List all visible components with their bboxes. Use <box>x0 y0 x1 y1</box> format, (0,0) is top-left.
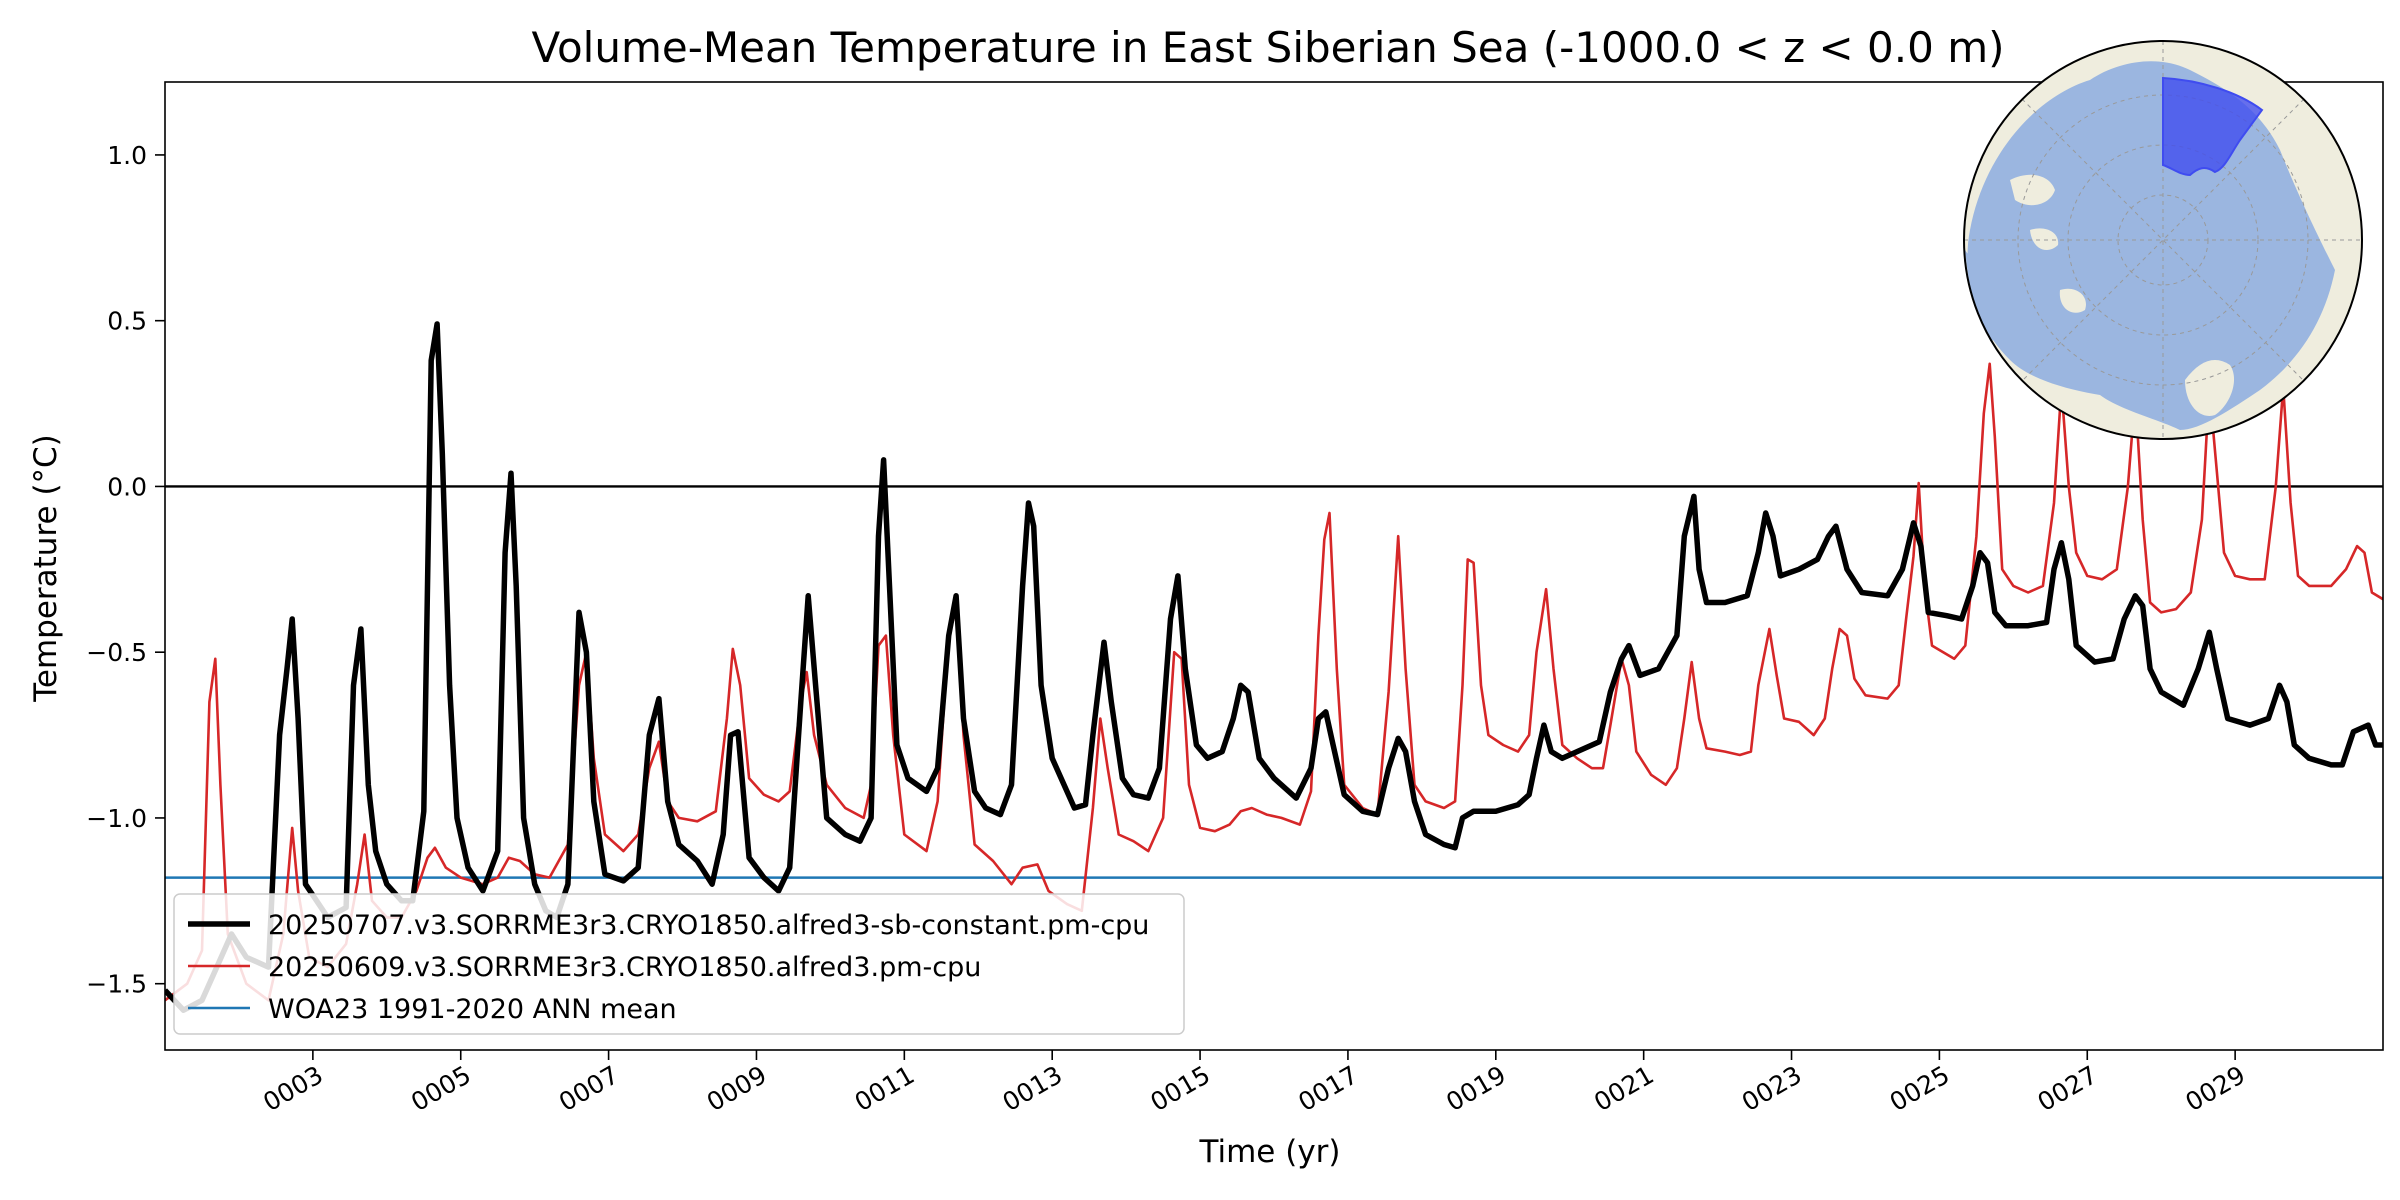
chart-title: Volume-Mean Temperature in East Siberian… <box>532 23 2005 72</box>
map-land-islands <box>2010 174 2086 313</box>
x-tick-label: 0027 <box>2033 1060 2103 1117</box>
x-tick-label: 0017 <box>1293 1060 1363 1117</box>
x-tick-label: 0003 <box>258 1060 328 1117</box>
map-ocean <box>1967 61 2335 431</box>
x-tick-label: 0005 <box>406 1060 476 1117</box>
x-tick-label: 0029 <box>2181 1060 2251 1117</box>
y-tick-label: −1.0 <box>86 804 147 833</box>
legend: 20250707.v3.SORRME3r3.CRYO1850.alfred3-s… <box>173 893 1185 1035</box>
y-tick-label: −0.5 <box>86 638 147 667</box>
x-tick-label: 0009 <box>702 1060 772 1117</box>
y-tick-label: 0.0 <box>107 472 147 501</box>
y-tick-label: −1.5 <box>86 970 147 999</box>
map-region-east-siberian-sea <box>2162 76 2264 177</box>
x-axis: 0003 0005 0007 0009 0011 0013 0015 0017 0019 0021… <box>258 1050 2250 1117</box>
x-tick-label: 0011 <box>850 1060 920 1117</box>
map-ocean-west <box>1965 250 2001 345</box>
x-tick-label: 0019 <box>1441 1060 1511 1117</box>
legend-label-series2: 20250609.v3.SORRME3r3.CRYO1850.alfred3.p… <box>268 952 981 983</box>
y-tick-label: 0.5 <box>107 307 147 336</box>
plot-area <box>165 321 2383 1013</box>
y-axis: −1.5 −1.0 −0.5 0.0 0.5 1.0 <box>86 141 165 999</box>
map-land-greenland <box>2185 360 2235 416</box>
axes-frame <box>164 81 2384 1051</box>
legend-label-series1: 20250707.v3.SORRME3r3.CRYO1850.alfred3-s… <box>268 910 1149 941</box>
x-tick-label: 0015 <box>1145 1060 1215 1117</box>
x-tick-label: 0007 <box>554 1060 624 1117</box>
x-tick-label: 0025 <box>1885 1060 1955 1117</box>
legend-label-series3: WOA23 1991-2020 ANN mean <box>268 994 677 1025</box>
x-tick-label: 0013 <box>998 1060 1068 1117</box>
x-tick-label: 0023 <box>1737 1060 1807 1117</box>
inset-arctic-map <box>1963 40 2363 440</box>
series-alfred3-sb-constant-line <box>165 321 2383 1013</box>
x-tick-label: 0021 <box>1589 1060 1659 1117</box>
y-axis-title: Temperature (°C) <box>28 434 64 703</box>
x-axis-title: Time (yr) <box>1199 1134 1341 1170</box>
legend-box <box>173 893 1185 1035</box>
y-tick-label: 1.0 <box>107 141 147 170</box>
